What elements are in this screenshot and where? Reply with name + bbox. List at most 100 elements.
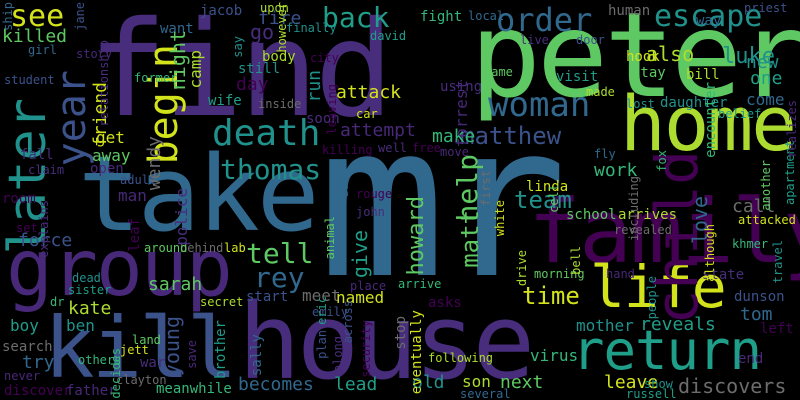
word-jett: jett xyxy=(120,343,149,357)
word-city: city xyxy=(310,51,339,65)
word-john: john xyxy=(356,205,385,219)
word-door: door xyxy=(576,33,605,47)
word-attacked: attacked xyxy=(738,213,796,227)
word-using: using xyxy=(440,79,483,95)
word-old: old xyxy=(412,372,445,393)
word-forrest: forrest xyxy=(452,80,471,148)
word-russell: russell xyxy=(626,387,677,400)
word-fox: fox xyxy=(655,150,669,172)
word-travel: travel xyxy=(771,240,785,284)
word-around: around xyxy=(144,241,188,255)
word-animal: animal xyxy=(323,216,337,260)
word-school: school xyxy=(566,207,617,223)
word-fight: fight xyxy=(420,9,463,25)
word-inside: inside xyxy=(258,97,302,111)
word-attempt: attempt xyxy=(340,120,416,141)
word-time: time xyxy=(522,282,580,310)
word-eric: eric xyxy=(315,296,329,325)
word-jane: jane xyxy=(73,2,87,31)
word-ship: ship xyxy=(1,2,15,31)
word-way: way xyxy=(696,13,722,29)
word-although: although xyxy=(703,224,717,282)
word-matthew: matthew xyxy=(460,122,562,150)
word-sister: sister xyxy=(68,283,112,297)
word-night: night xyxy=(166,30,190,91)
word-claim: claim xyxy=(28,163,65,177)
word-work: work xyxy=(594,160,638,181)
word-story: story xyxy=(76,47,113,61)
word-run: run xyxy=(304,70,325,103)
word-left: left xyxy=(760,321,794,337)
word-killing: killing xyxy=(322,143,373,157)
word-car: car xyxy=(356,107,378,121)
word-fire: fire xyxy=(258,8,302,29)
word-meanwhile: meanwhile xyxy=(156,381,232,397)
word-reveals: reveals xyxy=(640,314,716,335)
word-back: back xyxy=(322,1,390,34)
word-get: get xyxy=(96,128,125,147)
word-discover: discover xyxy=(4,383,72,399)
word-mr: mr xyxy=(318,78,567,325)
word-death: death xyxy=(212,113,321,154)
word-however: however xyxy=(275,2,289,53)
word-killed: killed xyxy=(2,26,68,47)
word-drive: drive xyxy=(515,250,529,287)
word-young: young xyxy=(160,316,184,377)
word-son: son xyxy=(462,372,491,391)
word-asks: asks xyxy=(428,295,462,311)
word-state: state xyxy=(702,267,745,283)
word-arrives: arrives xyxy=(618,207,678,223)
word-live: live xyxy=(520,33,549,47)
word-peter: peter xyxy=(470,0,800,124)
word-team: team xyxy=(514,186,572,214)
word-escape: escape xyxy=(654,0,763,34)
word-come: come xyxy=(746,90,785,109)
word-name: name xyxy=(484,65,513,79)
word-set: set xyxy=(16,221,38,235)
word-also: also xyxy=(646,42,695,66)
word-local: local xyxy=(468,9,505,23)
word-dead: dead xyxy=(72,271,101,285)
word-tell: tell xyxy=(246,237,314,270)
word-start: start xyxy=(246,289,289,305)
word-others: others xyxy=(78,353,122,367)
word-following: following xyxy=(428,351,494,365)
word-linda: linda xyxy=(526,179,569,195)
word-say: say xyxy=(231,36,245,58)
word-search: search xyxy=(2,339,53,355)
word-return: return xyxy=(572,319,762,382)
word-former: former xyxy=(134,71,178,85)
word-order: order xyxy=(496,1,593,39)
word-away: away xyxy=(92,146,131,165)
word-emily: emily xyxy=(312,305,349,319)
word-fly: fly xyxy=(594,147,616,161)
word-ben: ben xyxy=(66,316,95,335)
word-want: want xyxy=(160,21,194,37)
word-end: end xyxy=(738,351,764,367)
word-home: home xyxy=(620,79,797,168)
word-discovers: discovers xyxy=(678,374,787,398)
word-arrive: arrive xyxy=(398,277,442,291)
word-wife: wife xyxy=(208,93,242,109)
word-virus: virus xyxy=(530,346,579,365)
word-room: room xyxy=(2,191,36,207)
word-lead: lead xyxy=(334,374,378,395)
word-bell: bell xyxy=(569,246,583,275)
word-becomes: becomes xyxy=(238,374,314,395)
word-finally: finally xyxy=(286,21,337,35)
word-daughter: daughter xyxy=(660,95,728,111)
word-go: go xyxy=(250,20,275,44)
word-secret: secret xyxy=(200,295,244,309)
word-dunson: dunson xyxy=(734,289,785,305)
word-fall: fall xyxy=(20,147,54,163)
word-body: body xyxy=(262,49,296,65)
word-thomas: thomas xyxy=(220,153,322,186)
word-clayton: clayton xyxy=(116,373,167,387)
word-attack: attack xyxy=(336,82,402,103)
word-relationship: relationship xyxy=(97,40,111,127)
word-adult: adult xyxy=(120,173,157,187)
word-free: free xyxy=(412,141,441,155)
word-show: show xyxy=(644,377,673,391)
word-girl: girl xyxy=(28,43,57,57)
